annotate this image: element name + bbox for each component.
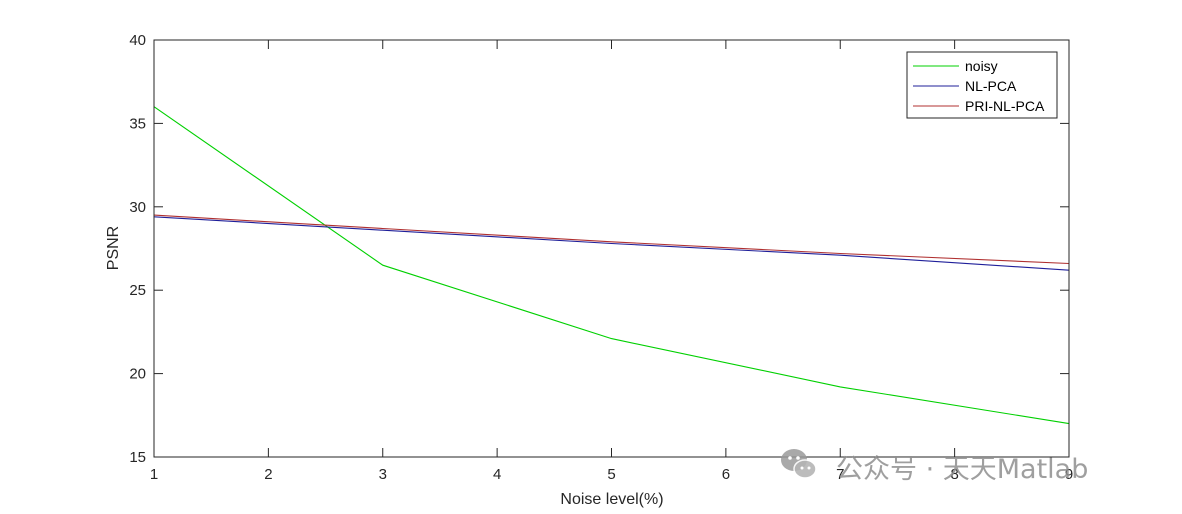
- x-tick-label: 1: [150, 466, 158, 483]
- series-line-noisy: [153, 106, 1070, 425]
- y-tick-label: 15: [129, 449, 146, 466]
- x-tick-label: 4: [493, 466, 501, 483]
- legend: noisy NL-PCA PRI-NL-PCA: [906, 51, 1058, 119]
- x-tick-label: 7: [836, 466, 844, 483]
- watermark: 公众号 · 天天Matlab: [781, 449, 1088, 485]
- y-tick-label: 35: [129, 115, 146, 132]
- series-line-pri-nl-pca: [153, 214, 1070, 265]
- axes-layer: 1 2 3 4 5 6 7 8 9 15 20 25 30 35 40: [129, 32, 1073, 483]
- x-tick-label: 5: [607, 466, 615, 483]
- legend-entry-nl-pca: NL-PCA: [965, 78, 1017, 94]
- y-tick-label: 30: [129, 199, 146, 216]
- x-axis-label: Noise level(%): [560, 491, 663, 508]
- y-tick-label: 20: [129, 366, 146, 383]
- x-tick-label: 3: [379, 466, 387, 483]
- legend-entry-noisy: noisy: [965, 58, 998, 74]
- legend-entry-pri-nl-pca: PRI-NL-PCA: [965, 98, 1045, 114]
- x-tick-label: 9: [1065, 466, 1073, 483]
- legend-box: [906, 51, 1058, 119]
- watermark-text: 公众号 · 天天Matlab: [836, 454, 1088, 485]
- x-tick-label: 8: [950, 466, 958, 483]
- y-axis-label: PSNR: [105, 226, 122, 270]
- series-line-nl-pca: [153, 216, 1070, 271]
- y-tick-label: 25: [129, 282, 146, 299]
- x-tick-label: 6: [722, 466, 730, 483]
- x-tick-label: 2: [264, 466, 272, 483]
- wechat-icon: [781, 449, 817, 479]
- y-tick-label: 40: [129, 32, 146, 49]
- series-layer: [153, 106, 1070, 425]
